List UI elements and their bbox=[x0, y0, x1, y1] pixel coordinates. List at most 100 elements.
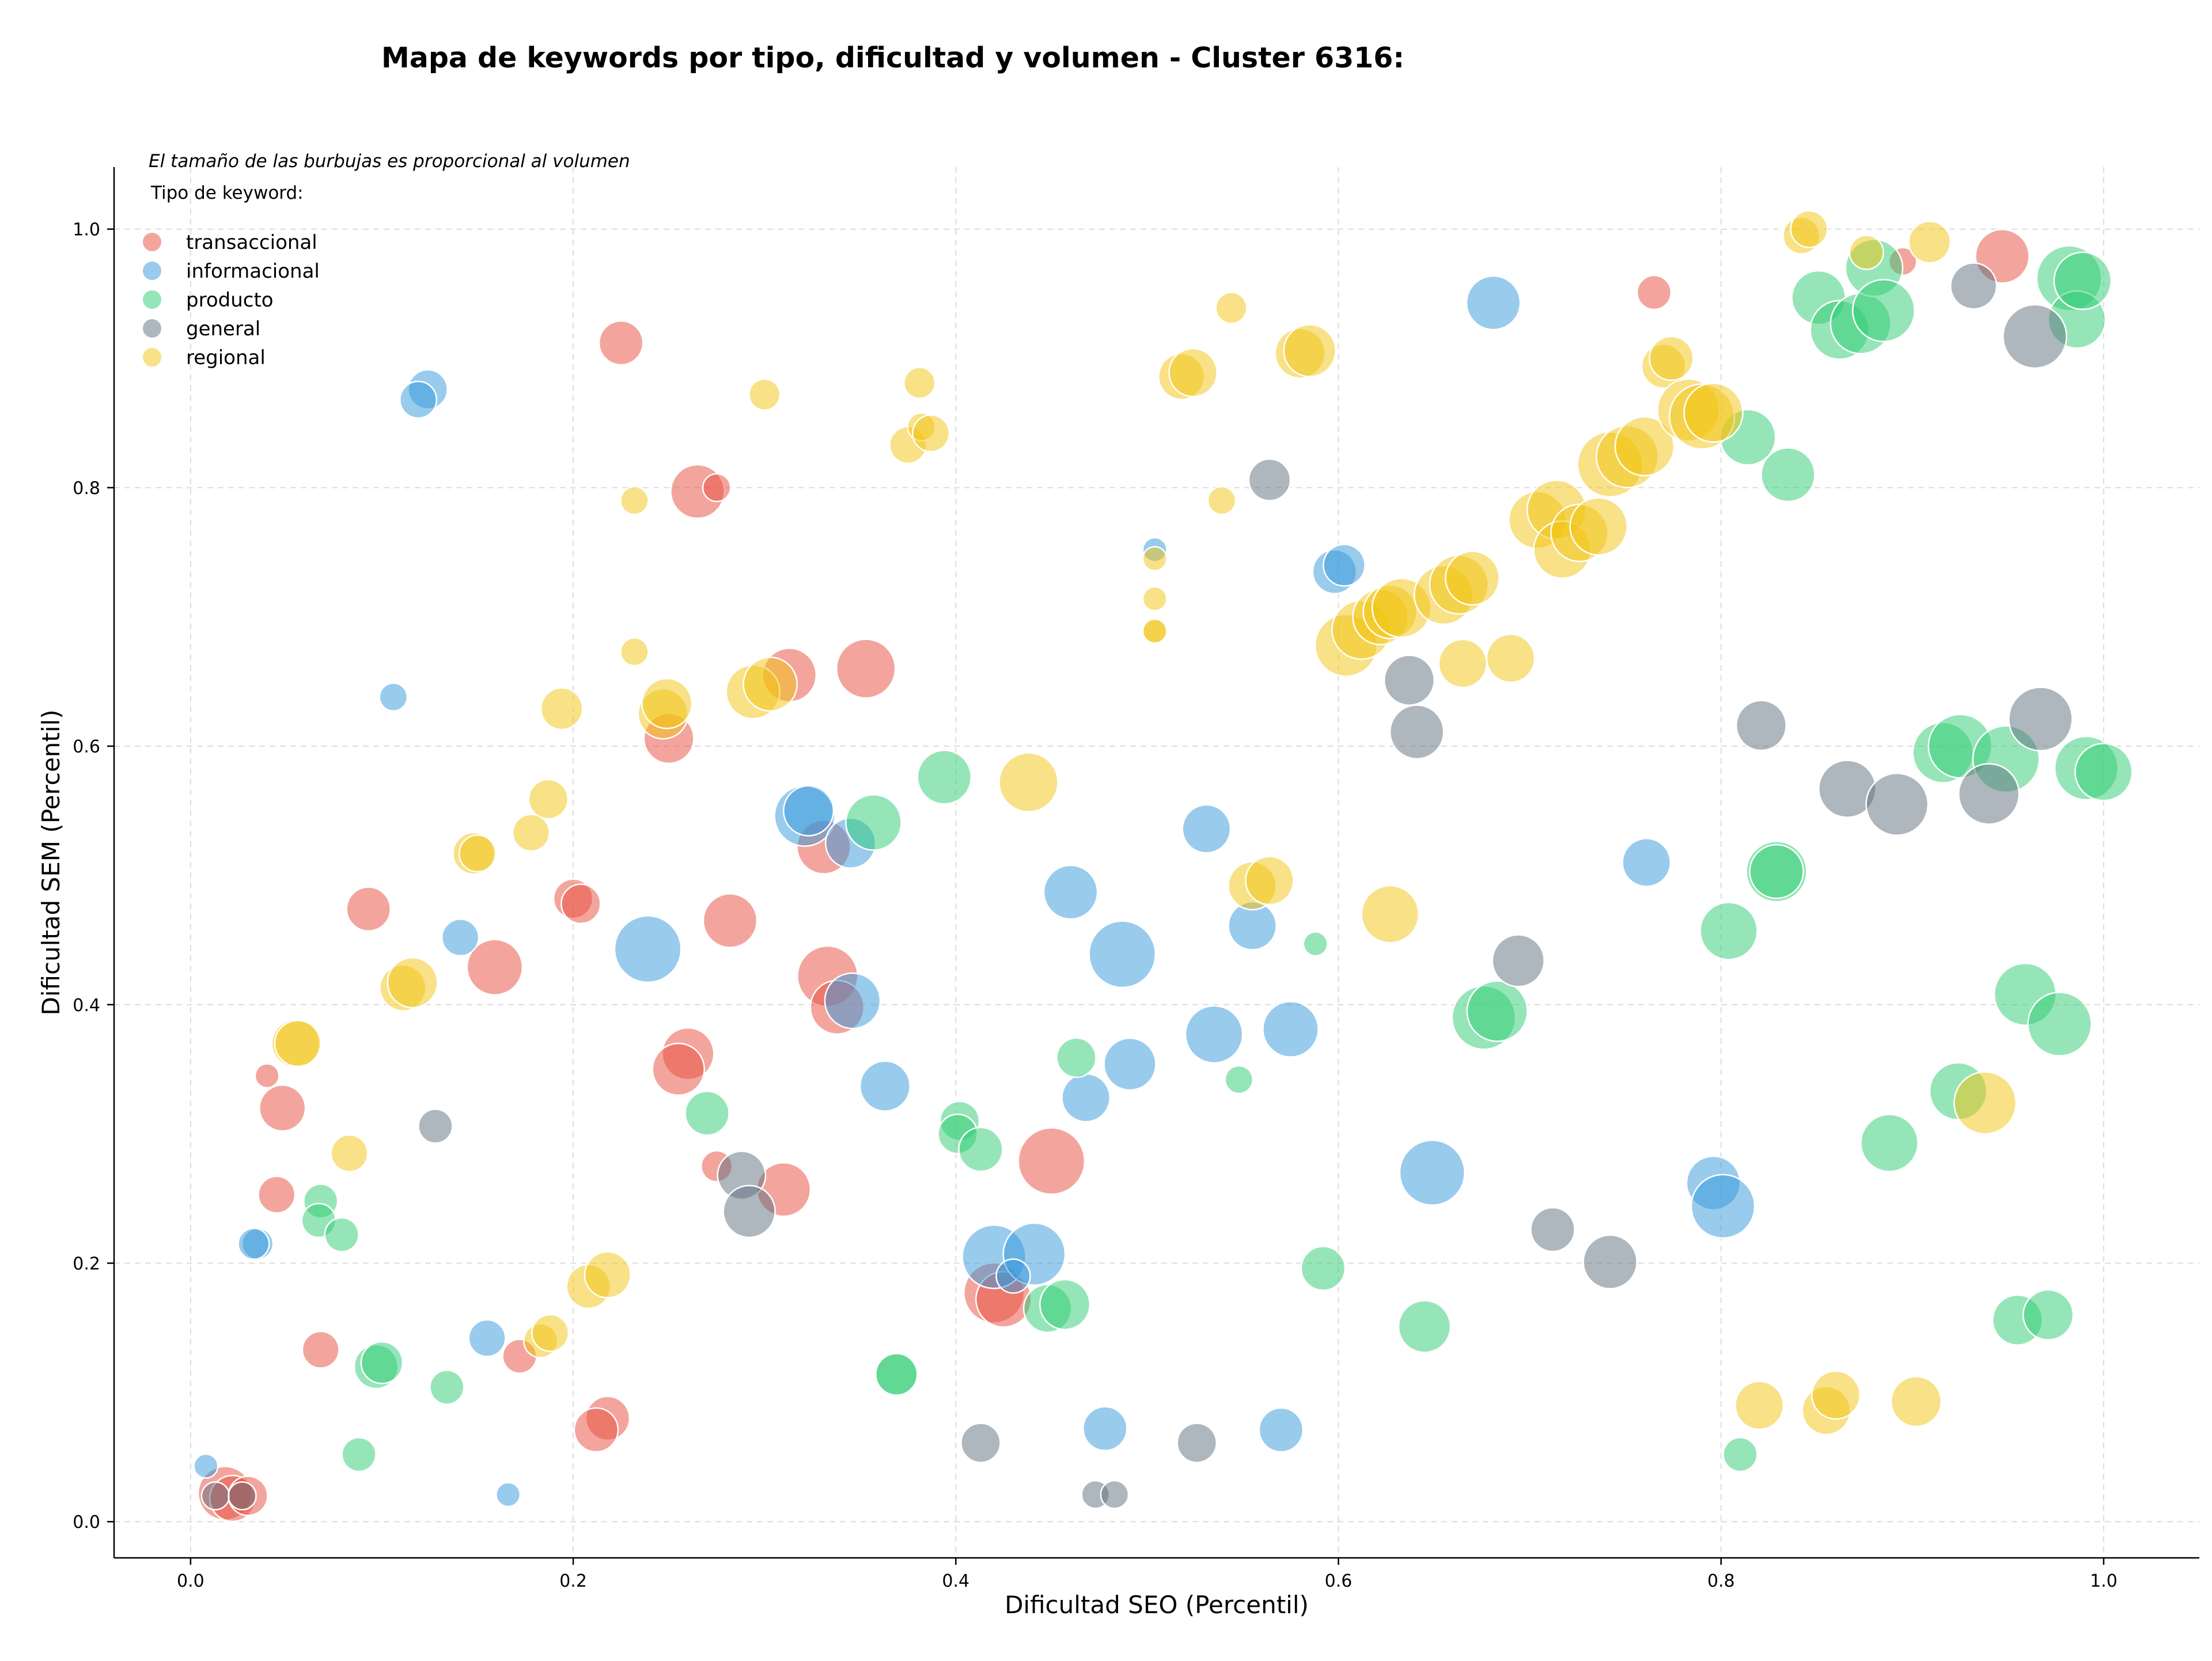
bubble-regional bbox=[748, 378, 781, 411]
bubble-general bbox=[1389, 704, 1445, 760]
bubble-general bbox=[1735, 699, 1787, 751]
bubble-informacional bbox=[995, 1258, 1031, 1294]
series-regional bbox=[271, 210, 2017, 1436]
bubble-regional bbox=[540, 687, 584, 731]
bubble-general bbox=[1530, 1206, 1575, 1253]
bubble-informacional bbox=[1399, 1139, 1465, 1206]
bubble-informacional bbox=[441, 918, 480, 957]
bubble-regional bbox=[1142, 586, 1168, 612]
bubble-transaccional bbox=[560, 883, 601, 925]
y-ticks: 0.0 0.2 0.4 0.6 0.8 1.0 bbox=[73, 220, 114, 1533]
x-tick-label: 0.8 bbox=[1707, 1571, 1735, 1591]
series-producto bbox=[301, 239, 2133, 1473]
bubble-regional bbox=[1215, 292, 1248, 324]
legend-title: Tipo de keyword: bbox=[150, 183, 304, 203]
bubble-informacional bbox=[1262, 1001, 1319, 1058]
bubble-informacional bbox=[1043, 864, 1099, 920]
bubble-informacional bbox=[193, 1453, 219, 1479]
bubble-general bbox=[1950, 262, 1998, 310]
bubble-producto bbox=[2022, 1289, 2074, 1341]
bubble-producto bbox=[916, 750, 972, 805]
bubble-regional bbox=[1445, 550, 1500, 606]
bubble-regional bbox=[1168, 347, 1218, 398]
y-tick-label: 0.0 bbox=[73, 1512, 100, 1533]
bubble-transaccional bbox=[254, 1063, 280, 1089]
bubble-transaccional bbox=[346, 886, 391, 932]
x-tick-label: 0.0 bbox=[177, 1571, 204, 1591]
bubble-informacional bbox=[1465, 275, 1521, 331]
bubble-producto bbox=[429, 1369, 465, 1405]
bubble-producto bbox=[1860, 1114, 1919, 1172]
bubble-producto bbox=[1466, 980, 1528, 1042]
bubble-regional bbox=[1849, 234, 1884, 270]
bubble-regional bbox=[620, 637, 649, 667]
bubble-general bbox=[1383, 654, 1435, 706]
bubble-producto bbox=[958, 1126, 1003, 1172]
bubble-informacional bbox=[824, 972, 881, 1030]
bubble-regional bbox=[1790, 210, 1828, 248]
bubble-informacional bbox=[782, 785, 835, 837]
bubble-producto bbox=[2074, 743, 2133, 801]
bubble-producto bbox=[875, 1353, 918, 1396]
bubble-transaccional bbox=[259, 1084, 306, 1132]
bubble-producto bbox=[1039, 1278, 1091, 1330]
series-general bbox=[200, 262, 2073, 1511]
x-tick-label: 0.6 bbox=[1325, 1571, 1353, 1591]
legend-label-regional: regional bbox=[186, 346, 266, 369]
x-tick-label: 0.2 bbox=[559, 1571, 587, 1591]
bubble-transaccional bbox=[1017, 1127, 1086, 1195]
x-axis-label: Dificultad SEO (Percentil) bbox=[1005, 1591, 1309, 1619]
bubble-regional bbox=[531, 1314, 570, 1352]
bubble-producto bbox=[1852, 279, 1916, 343]
bubble-general bbox=[228, 1481, 257, 1511]
bubble-producto bbox=[324, 1217, 359, 1253]
bubble-producto bbox=[1397, 1300, 1452, 1353]
bubble-informacional bbox=[1690, 1174, 1756, 1239]
legend-items: transaccional informacional producto genera… bbox=[142, 231, 320, 369]
bubble-transaccional bbox=[702, 893, 758, 948]
bubble-producto bbox=[1302, 931, 1328, 957]
bubble-informacional bbox=[237, 1227, 270, 1260]
bubble-regional bbox=[1614, 416, 1675, 476]
bubble-general bbox=[2008, 686, 2073, 752]
bubble-producto bbox=[1749, 843, 1804, 899]
bubble-regional bbox=[1142, 618, 1168, 644]
bubble-regional bbox=[743, 656, 798, 712]
bubble-transaccional bbox=[702, 473, 732, 502]
bubble-regional bbox=[1908, 220, 1952, 264]
y-axis-label: Dificultad SEM (Percentil) bbox=[37, 710, 65, 1016]
bubble-informacional bbox=[1061, 1073, 1111, 1123]
y-tick-label: 0.4 bbox=[73, 996, 100, 1016]
legend-marker-regional bbox=[142, 347, 162, 368]
bubble-informacional bbox=[495, 1482, 521, 1508]
y-tick-label: 0.6 bbox=[73, 737, 100, 757]
bubble-regional bbox=[330, 1134, 369, 1172]
bubble-transaccional bbox=[466, 939, 524, 996]
axes bbox=[113, 167, 2199, 1559]
bubble-general bbox=[1958, 763, 2020, 825]
bubble-regional bbox=[1207, 486, 1237, 516]
bubble-informacional bbox=[1082, 1406, 1128, 1451]
bubble-informacional bbox=[468, 1319, 506, 1357]
bubble-general bbox=[960, 1422, 1001, 1463]
bubbles bbox=[193, 210, 2133, 1522]
bubble-informacional bbox=[1184, 1005, 1244, 1064]
bubble-producto bbox=[1722, 1436, 1758, 1473]
bubble-regional bbox=[1486, 633, 1536, 683]
bubble-regional bbox=[1438, 638, 1488, 688]
bubble-transaccional bbox=[835, 638, 896, 699]
bubble-informacional bbox=[1181, 804, 1232, 854]
bubble-general bbox=[1176, 1422, 1217, 1463]
bubble-general bbox=[200, 1481, 230, 1511]
bubble-general bbox=[1491, 934, 1545, 987]
bubble-informacional bbox=[1103, 1037, 1157, 1091]
bubble-general bbox=[1248, 458, 1291, 502]
bubble-regional bbox=[1683, 383, 1744, 443]
bubble-regional bbox=[1890, 1375, 1942, 1428]
bubble-informacional bbox=[613, 915, 682, 983]
bubble-regional bbox=[912, 414, 950, 453]
legend: El tamaño de las burbujas es proporciona… bbox=[142, 151, 630, 369]
bubble-regional bbox=[1361, 884, 1419, 944]
bubble-regional bbox=[1283, 324, 1336, 377]
